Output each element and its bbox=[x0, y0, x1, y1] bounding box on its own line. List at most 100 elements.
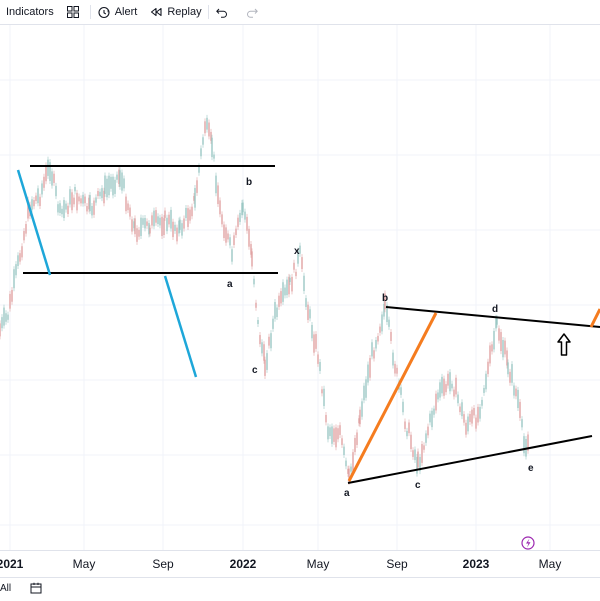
candle-body bbox=[136, 228, 138, 242]
candle-body bbox=[80, 198, 82, 204]
candle-body bbox=[441, 376, 443, 394]
candle-body bbox=[469, 413, 471, 422]
candle-body bbox=[506, 350, 508, 366]
candle-body bbox=[517, 389, 519, 409]
candle-body bbox=[198, 166, 200, 173]
candle-body bbox=[354, 437, 356, 453]
candle-body bbox=[449, 372, 451, 392]
replay-button[interactable]: Replay bbox=[143, 0, 207, 24]
calendar-icon[interactable] bbox=[30, 582, 42, 594]
candle-body bbox=[119, 170, 121, 187]
triangle-lower-line[interactable] bbox=[347, 435, 593, 484]
layout-button[interactable] bbox=[60, 0, 90, 24]
candle-body bbox=[210, 131, 212, 141]
candle-body bbox=[381, 314, 383, 332]
candle-body bbox=[286, 279, 288, 296]
candle-body bbox=[250, 244, 252, 255]
candle-body bbox=[125, 196, 127, 212]
candle-body bbox=[400, 387, 402, 395]
candle-body bbox=[140, 217, 142, 236]
candle-body bbox=[248, 228, 250, 247]
candle-body bbox=[459, 406, 461, 413]
candle-body bbox=[204, 121, 206, 134]
wave-label-a: a bbox=[227, 279, 233, 290]
alert-button[interactable]: Alert bbox=[91, 0, 144, 24]
triangle-upper-line[interactable] bbox=[385, 306, 600, 328]
candle-body bbox=[437, 392, 439, 400]
wave-label-x: x bbox=[294, 246, 300, 257]
candle-body bbox=[148, 223, 150, 235]
candle-body bbox=[443, 378, 445, 396]
chart-area[interactable]: b a c x b d a c e bbox=[0, 25, 600, 550]
candle-body bbox=[317, 354, 319, 364]
blue-trend-line-left[interactable] bbox=[16, 169, 52, 276]
candle-body bbox=[129, 207, 131, 217]
candle-body bbox=[161, 216, 163, 236]
candle-body bbox=[379, 326, 381, 333]
candle-body bbox=[179, 219, 181, 230]
candle-body bbox=[84, 196, 86, 204]
candle-body bbox=[221, 214, 223, 225]
candle-body bbox=[309, 309, 311, 319]
blue-trend-line-mid[interactable] bbox=[163, 275, 198, 378]
candle-body bbox=[193, 196, 195, 201]
candle-body bbox=[3, 307, 5, 326]
candle-body bbox=[390, 331, 392, 341]
candle-body bbox=[104, 175, 106, 194]
candle-body bbox=[215, 175, 217, 194]
candle-body bbox=[467, 416, 469, 432]
candle-body bbox=[343, 446, 345, 455]
undo-button[interactable] bbox=[209, 0, 239, 24]
candle-body bbox=[86, 206, 88, 212]
indicators-label: Indicators bbox=[6, 6, 54, 18]
candle-body bbox=[421, 444, 423, 463]
candle-body bbox=[15, 264, 17, 276]
candle-body bbox=[27, 199, 29, 219]
candle-body bbox=[51, 171, 53, 186]
candle-body bbox=[235, 228, 237, 236]
candle-body bbox=[509, 371, 511, 383]
indicators-button[interactable]: Indicators bbox=[0, 0, 60, 24]
candle-body bbox=[208, 122, 210, 137]
candle-body bbox=[367, 364, 369, 383]
candle-body bbox=[502, 339, 504, 358]
candle-body bbox=[493, 330, 495, 350]
orange-breakout-line[interactable] bbox=[589, 308, 600, 328]
orange-trend-line[interactable] bbox=[347, 312, 438, 482]
candle-body bbox=[276, 307, 278, 318]
wave-label-a: a bbox=[344, 488, 350, 499]
candle-body bbox=[142, 218, 144, 225]
candle-body bbox=[239, 212, 241, 222]
candle-body bbox=[402, 401, 404, 413]
candle-body bbox=[1, 317, 3, 329]
candle-body bbox=[299, 245, 301, 254]
candle-body bbox=[331, 426, 333, 444]
lightning-event-icon[interactable] bbox=[521, 536, 535, 550]
time-axis-label: May bbox=[538, 557, 562, 571]
candle-body bbox=[427, 426, 429, 436]
candle-body bbox=[311, 324, 313, 339]
range-all-button[interactable]: All bbox=[0, 583, 12, 594]
candle-body bbox=[477, 406, 479, 423]
toolbar-divider bbox=[89, 5, 91, 19]
up-arrow-icon[interactable] bbox=[557, 333, 571, 356]
candle-body bbox=[455, 377, 457, 395]
candle-body bbox=[168, 214, 170, 225]
time-axis-label: Sep bbox=[152, 557, 174, 571]
candle-body bbox=[134, 218, 136, 235]
time-axis-label: May bbox=[72, 557, 96, 571]
candle-body bbox=[233, 235, 235, 245]
candle-body bbox=[491, 344, 493, 352]
candle-body bbox=[504, 340, 506, 355]
price-chart[interactable]: b a c x b d a c e bbox=[0, 25, 600, 550]
candle-body bbox=[433, 408, 435, 415]
candle-body bbox=[471, 409, 473, 424]
redo-button[interactable] bbox=[239, 0, 269, 24]
candle-body bbox=[429, 413, 431, 423]
candle-body bbox=[19, 253, 21, 262]
candle-body bbox=[49, 162, 51, 181]
time-axis[interactable]: 2021 May Sep 2022 May Sep 2023 May bbox=[0, 550, 600, 577]
candle-body bbox=[244, 211, 246, 220]
candle-body bbox=[229, 237, 231, 246]
candle-body bbox=[272, 318, 274, 329]
